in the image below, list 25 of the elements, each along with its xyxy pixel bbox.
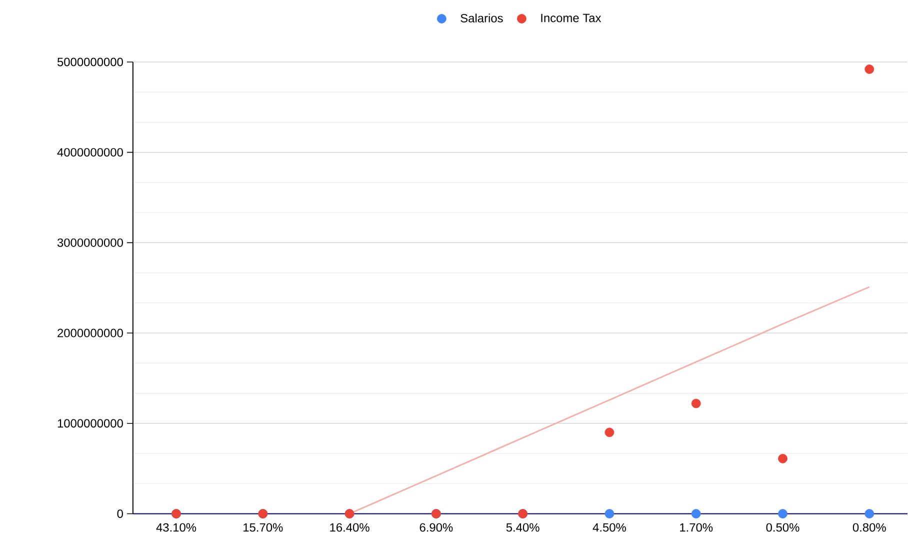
y-tick-label: 5000000000 [57,58,123,66]
x-tick-label: 16.40% [330,523,370,532]
point [604,509,614,519]
y-tick-label: 3000000000 [57,238,123,248]
x-tick-label: 0.50% [766,523,800,532]
point [864,64,874,74]
y-tick-label: 4000000000 [57,148,123,157]
x-tick-label: 6.90% [420,523,453,532]
point [864,509,874,519]
y-tick-label: 2000000000 [58,328,123,338]
y-tick-label: 1000000000 [58,419,123,428]
legend-label: Income Tax [541,14,602,22]
x-tick-label: 43.10% [156,523,196,532]
legend-label: Salarios [460,14,503,23]
x-tick-label: 15.70% [244,523,283,532]
x-tick-label: 0.80% [852,523,886,532]
point [691,509,701,519]
y-tick-label: 0 [117,510,123,518]
x-tick-label: 5.40% [506,523,540,532]
point [691,398,701,408]
x-tick-label: 1.70% [680,523,713,532]
point [778,454,788,464]
x-tick-label: 4.50% [592,523,626,532]
point [778,509,788,519]
point [604,428,614,438]
